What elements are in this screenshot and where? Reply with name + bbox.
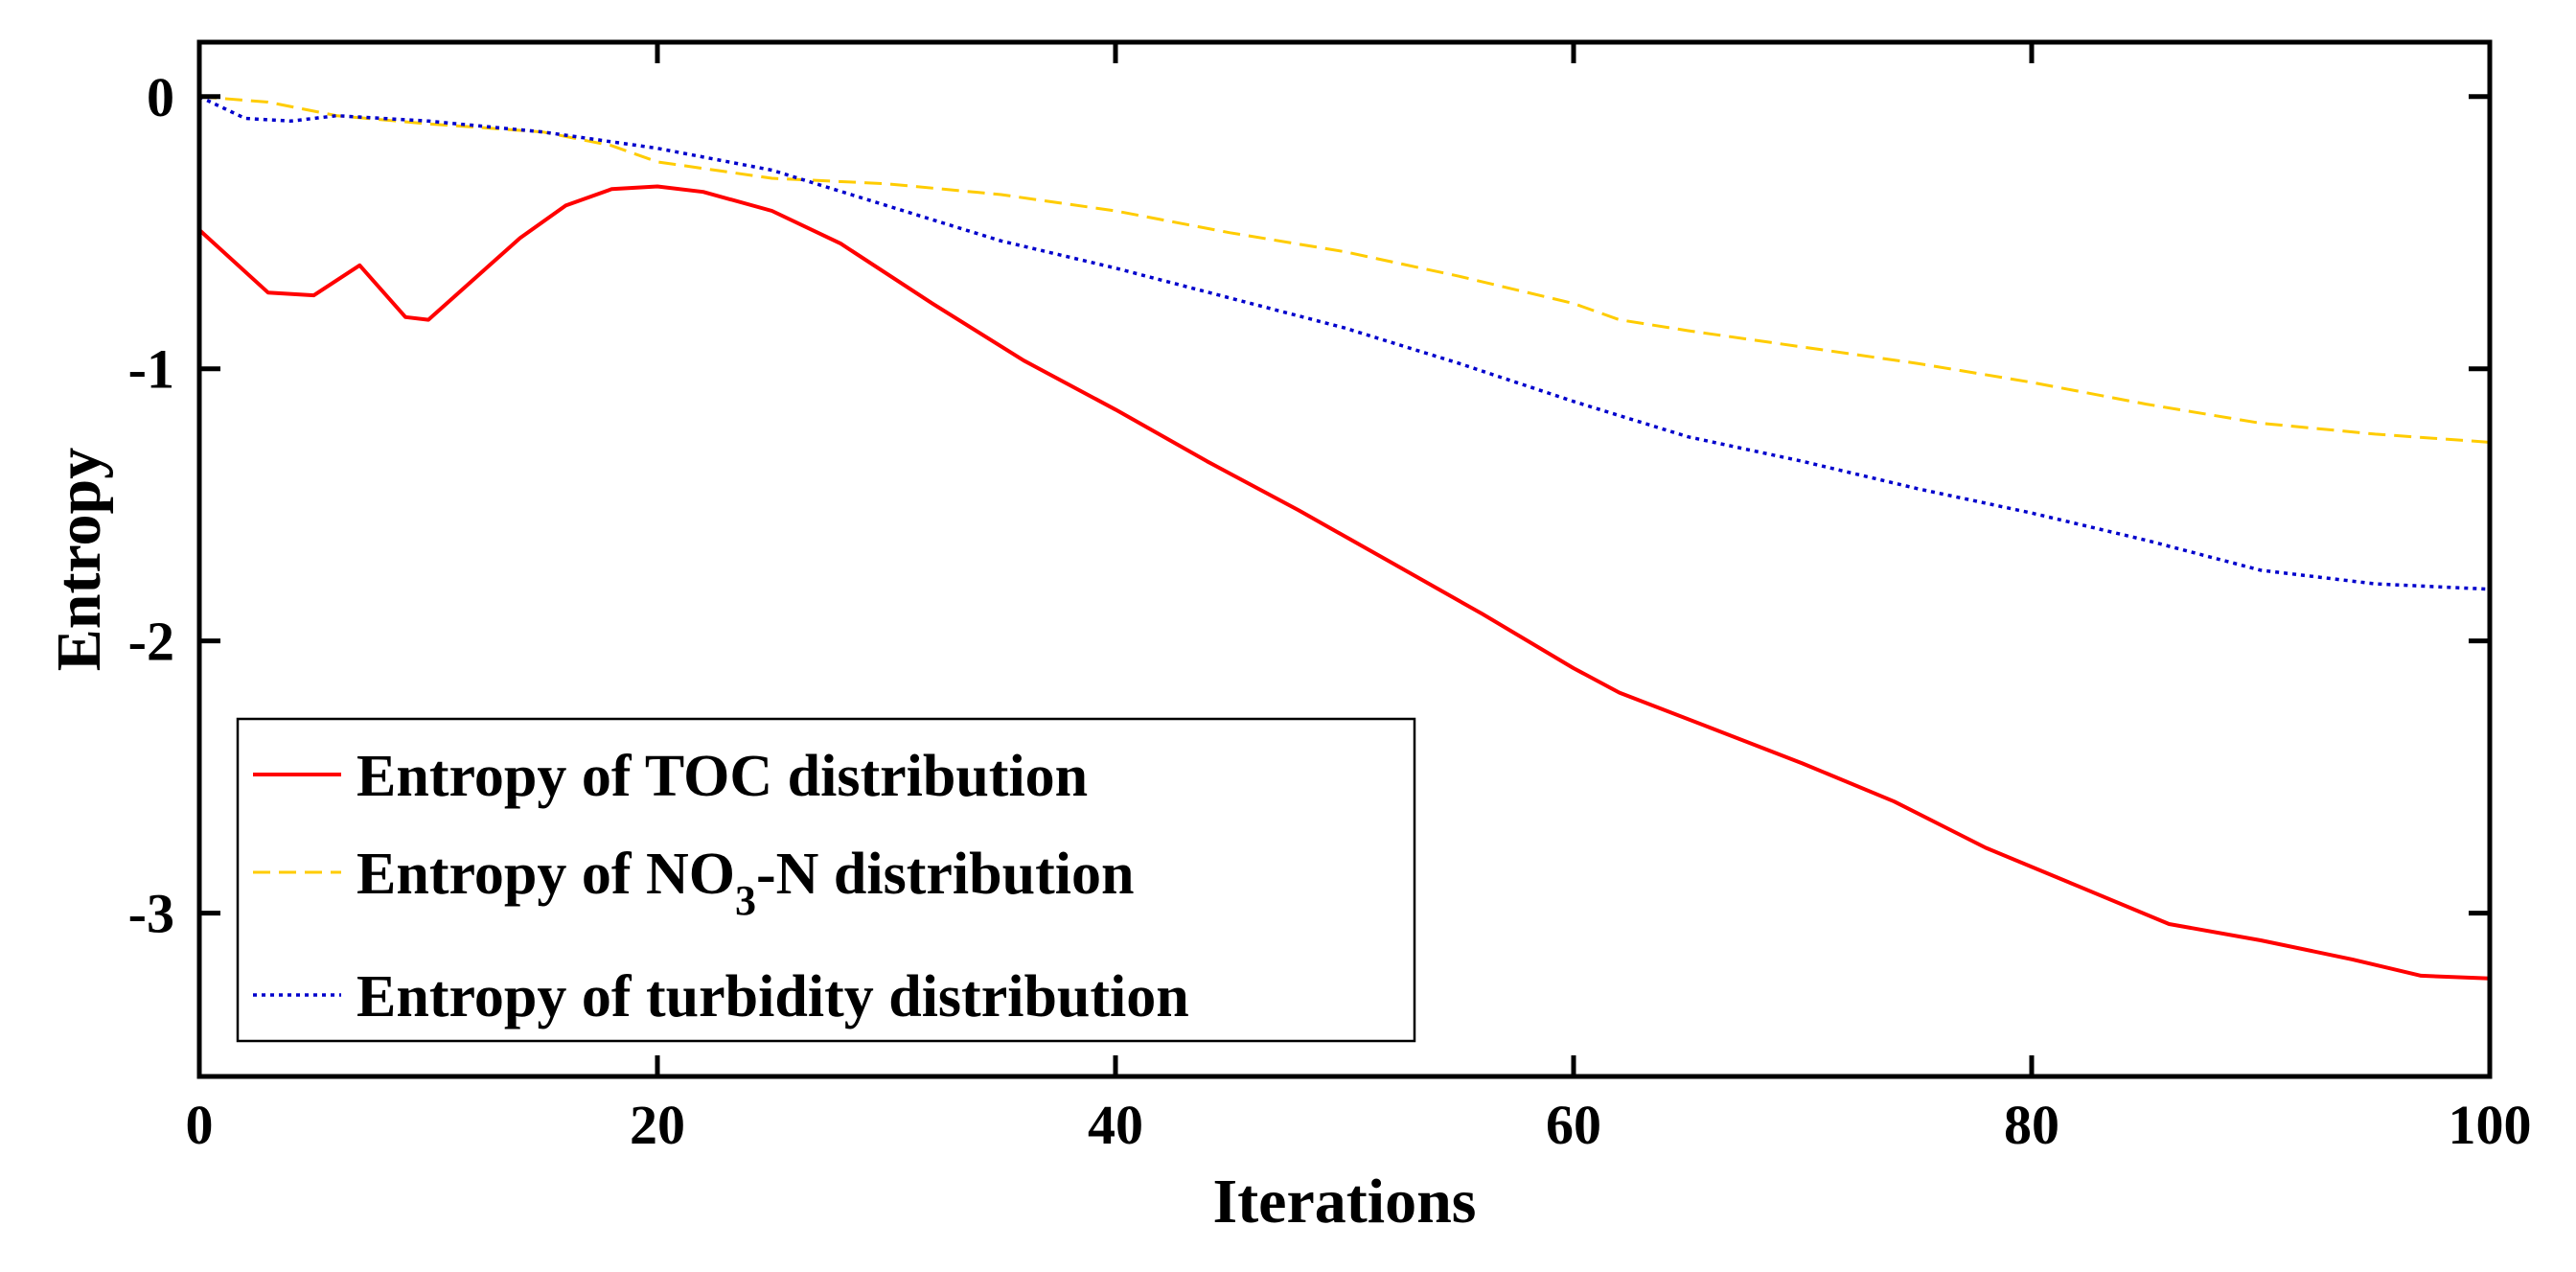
x-tick-label-100: 100	[2449, 1094, 2532, 1156]
legend-entry-no3n-main: Entropy of NO	[356, 842, 735, 907]
x-tick-label-40: 40	[1088, 1094, 1143, 1156]
plot-area-frame	[196, 39, 2493, 1079]
y-tick-label-0: 0	[147, 66, 174, 128]
y-tick-label-1: -1	[128, 338, 174, 401]
series-layer	[197, 95, 2491, 981]
legend: Entropy of TOC distribution Entropy of N…	[236, 717, 1416, 1043]
x-axis-title: Iterations	[1213, 1167, 1477, 1237]
x-tick-label-80: 80	[2004, 1094, 2059, 1156]
ticks-layer	[196, 42, 2493, 1076]
series-line-0	[197, 184, 2491, 981]
legend-entry-turbidity: Entropy of turbidity distribution	[356, 964, 1189, 1029]
legend-entry-no3n-tail: -N distribution	[756, 842, 1134, 907]
legend-entry-toc: Entropy of TOC distribution	[356, 744, 1088, 809]
x-tick-label-0: 0	[186, 1094, 214, 1156]
x-tick-label-20: 20	[630, 1094, 685, 1156]
tick-labels-layer: 0 20 40 60 80 100 0 -1 -2 -3	[128, 66, 2532, 1156]
legend-box	[236, 717, 1416, 1043]
legend-entry-no3n-subscript: 3	[735, 877, 756, 924]
y-tick-label-2: -2	[128, 611, 174, 673]
legend-entry-no3n: Entropy of NO3-N distribution	[356, 842, 1134, 924]
y-axis-title: Entropy	[44, 448, 114, 672]
x-tick-label-60: 60	[1546, 1094, 1601, 1156]
y-tick-label-3: -3	[128, 883, 174, 945]
